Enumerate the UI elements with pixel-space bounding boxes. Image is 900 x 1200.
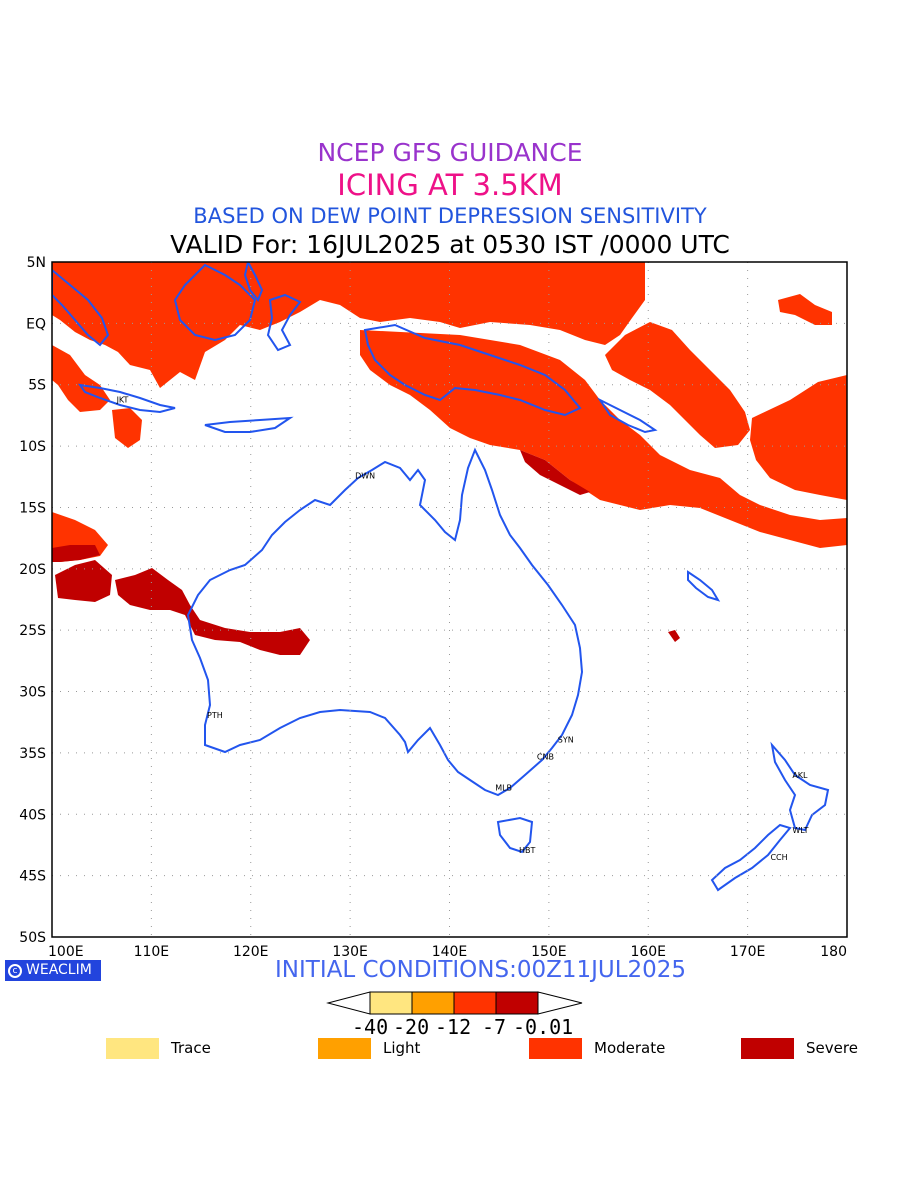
y-tick-labels: 5N EQ 5S 10S 15S 20S 25S 30S 35S 40S 45S 50S — [19, 255, 46, 946]
coast-timor — [204, 416, 294, 433]
copyright-icon: c — [8, 963, 22, 978]
title-line-1: NCEP GFS GUIDANCE — [317, 138, 583, 167]
icing-severe-indian — [55, 560, 112, 602]
x-tick-label: 150E — [531, 944, 567, 960]
y-tick-label: 45S — [19, 869, 46, 885]
coast-sulawesi — [266, 293, 302, 352]
coast-new-caledonia — [687, 570, 721, 602]
icing-moderate-pacific-2 — [750, 375, 847, 500]
x-tick-label: 100E — [48, 944, 84, 960]
icing-moderate-north — [52, 262, 645, 388]
icing-moderate-png — [360, 330, 847, 548]
y-tick-label: 25S — [19, 623, 46, 639]
x-tick-label: 120E — [233, 944, 269, 960]
icing-map: 100E 110E 120E 130E 140E 150E 160E 170E 180 5N EQ… — [19, 255, 848, 960]
colorbar-label-1: -40 — [352, 1015, 389, 1039]
legend-light: Light — [318, 1037, 420, 1059]
coast-solomons — [597, 397, 658, 434]
coast-tasmania — [496, 816, 534, 854]
icing-severe-west — [52, 545, 100, 562]
legend-severe: Severe — [741, 1037, 858, 1059]
y-tick-label: 20S — [19, 562, 46, 578]
y-tick-label: 35S — [19, 746, 46, 762]
y-tick-label: 10S — [19, 439, 46, 455]
y-tick-label: 5S — [28, 378, 46, 394]
coast-borneo — [173, 263, 257, 342]
valid-time: VALID For: 16JUL2025 at 0530 IST /0000 U… — [170, 230, 730, 259]
title-line-2: ICING AT 3.5KM — [337, 168, 563, 202]
city-label-cch: CCH — [770, 853, 787, 862]
coast-australia — [186, 447, 584, 797]
city-label-jkt: JKT — [116, 395, 129, 404]
city-label-cnb: CNB — [537, 753, 554, 762]
x-tick-label: 180 — [820, 944, 847, 960]
legend-trace-swatch — [106, 1037, 159, 1059]
city-label-hbt: HBT — [519, 846, 536, 855]
icing-moderate-java — [52, 345, 110, 412]
legend-trace-label: Trace — [171, 1039, 211, 1057]
logo-text: WEACLIM — [26, 962, 92, 978]
coast-new-guinea — [363, 323, 582, 417]
icing-severe-shark-bay — [115, 568, 310, 655]
y-tick-label: 5N — [27, 255, 46, 271]
city-label-dwn: DWN — [355, 472, 375, 481]
x-tick-labels: 100E 110E 120E 130E 140E 150E 160E 170E 180 — [48, 944, 847, 960]
coast-nz-south — [710, 823, 792, 892]
legend-severe-swatch — [741, 1037, 794, 1059]
icing-areas — [52, 262, 847, 655]
grid-lines — [52, 262, 847, 937]
y-tick-label: 15S — [19, 500, 46, 516]
icing-moderate-pacific-3 — [778, 294, 832, 325]
y-tick-label: 50S — [19, 930, 46, 946]
coast-nz-north — [770, 741, 830, 832]
x-tick-label: 170E — [730, 944, 766, 960]
x-tick-label: 160E — [630, 944, 666, 960]
map-frame — [51, 261, 848, 938]
colorbar-label-2: -20 — [393, 1015, 430, 1039]
city-label-pth: PTH — [207, 711, 223, 720]
legend-light-swatch — [318, 1037, 371, 1059]
city-label-mlb: MLB — [495, 783, 512, 792]
y-tick-label: 30S — [19, 685, 46, 701]
legend-severe-label: Severe — [806, 1039, 858, 1057]
coastlines — [52, 262, 830, 892]
legend-trace: Trace — [106, 1037, 211, 1059]
y-tick-label: 40S — [19, 807, 46, 823]
city-labels: JKT DWN PTH SYN CNB MLB HBT AKL WLT CCH — [116, 395, 809, 862]
icing-severe-png — [520, 450, 590, 495]
x-tick-label: 130E — [332, 944, 368, 960]
coast-sumatra — [52, 268, 110, 347]
x-tick-label: 140E — [432, 944, 468, 960]
legend-light-label: Light — [383, 1039, 421, 1057]
city-label-akl: AKL — [792, 771, 808, 780]
legend-moderate: Moderate — [529, 1037, 665, 1059]
y-tick-label: EQ — [26, 316, 46, 332]
colorbar-label-4: -7 — [482, 1015, 507, 1039]
legend-moderate-label: Moderate — [594, 1039, 666, 1057]
icing-severe-coral — [668, 630, 680, 642]
icing-moderate-timor — [112, 408, 142, 448]
x-tick-label: 110E — [134, 944, 170, 960]
city-label-syn: SYN — [558, 735, 574, 744]
title-line-3: BASED ON DEW POINT DEPRESSION SENSITIVIT… — [193, 204, 707, 228]
coast-philippines — [243, 262, 264, 302]
coast-java — [77, 383, 176, 414]
weaclim-logo: c WEACLIM — [5, 960, 101, 981]
icing-moderate-pacific-1 — [605, 322, 750, 448]
city-label-wlt: WLT — [792, 826, 808, 835]
legend-moderate-swatch — [529, 1037, 582, 1059]
colorbar-label-5: -0.01 — [513, 1015, 574, 1039]
initial-conditions: INITIAL CONDITIONS:00Z11JUL2025 — [275, 957, 687, 983]
colorbar-label-3: -12 — [435, 1015, 472, 1039]
